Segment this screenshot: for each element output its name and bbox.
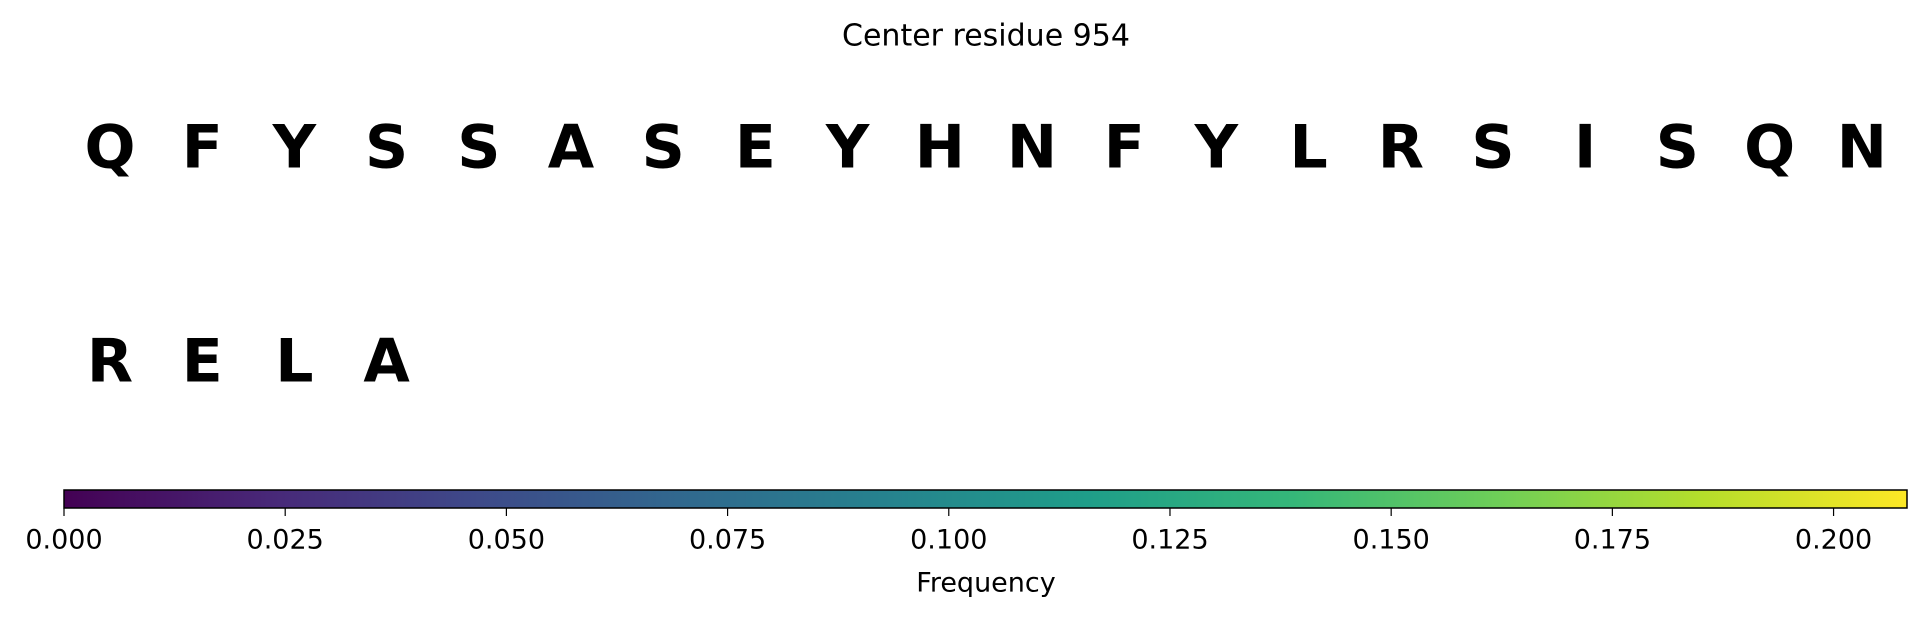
residue: H: [915, 113, 965, 183]
residue: Q: [84, 113, 135, 183]
residue: L: [275, 327, 313, 397]
residue: E: [182, 327, 223, 397]
x-tick-label: 0.175: [1574, 525, 1651, 556]
residue: A: [363, 327, 410, 397]
x-tick-label: 0.075: [689, 525, 766, 556]
residue: A: [548, 113, 595, 183]
residue: S: [457, 113, 500, 183]
colorbar: [63, 489, 1908, 509]
residue: S: [1471, 113, 1514, 183]
colorbar-label: Frequency: [916, 568, 1056, 599]
residue: L: [1289, 113, 1327, 183]
residue: Y: [272, 113, 318, 183]
x-tick-label: 0.025: [247, 525, 324, 556]
residue: F: [182, 113, 223, 183]
residue: N: [1007, 113, 1057, 183]
residue: S: [642, 113, 685, 183]
x-tick-label: 0.125: [1131, 525, 1208, 556]
residue: R: [87, 327, 133, 397]
residue: E: [735, 113, 776, 183]
residue: Y: [1194, 113, 1240, 183]
residue: Q: [1744, 113, 1795, 183]
x-tick-label: 0.150: [1353, 525, 1430, 556]
x-tick-label: 0.050: [468, 525, 545, 556]
x-tick-label: 0.000: [25, 525, 102, 556]
residue: Y: [825, 113, 871, 183]
residue: R: [1378, 113, 1424, 183]
residue: N: [1837, 113, 1887, 183]
x-tick-label: 0.100: [910, 525, 987, 556]
residue: S: [1656, 113, 1699, 183]
x-tick-label: 0.200: [1795, 525, 1872, 556]
chart-title: Center residue 954: [842, 19, 1130, 54]
residue: I: [1574, 113, 1596, 183]
residue: S: [365, 113, 408, 183]
residue: F: [1104, 113, 1145, 183]
